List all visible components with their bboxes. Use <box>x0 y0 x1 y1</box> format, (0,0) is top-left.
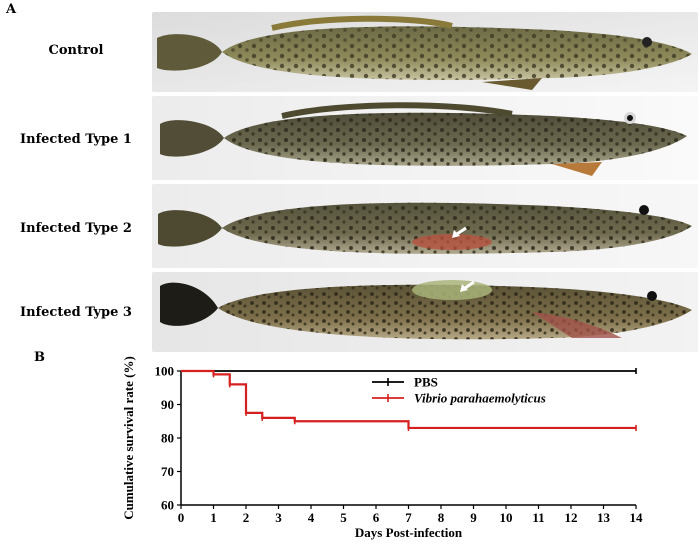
y-axis-title: Cumulative survival rate (%) <box>121 356 136 520</box>
legend-label-0: PBS <box>414 375 438 390</box>
y-tick-label: 60 <box>161 498 174 513</box>
series-line-1 <box>181 369 636 430</box>
y-tick-label: 100 <box>155 364 175 379</box>
row-label-infected-type-3: Infected Type 3 <box>20 305 132 320</box>
x-tick-label: 11 <box>532 510 544 525</box>
fish-photo-infected-type-2 <box>152 184 698 268</box>
legend-label-1: Vibrio parahaemolyticus <box>414 391 546 406</box>
x-tick-label: 1 <box>210 510 217 525</box>
x-tick-label: 2 <box>243 510 250 525</box>
y-tick-label: 90 <box>161 397 174 412</box>
x-tick-label: 0 <box>178 510 185 525</box>
x-tick-label: 7 <box>405 510 412 525</box>
x-tick-label: 13 <box>597 510 611 525</box>
fish-photo-infected-type-1 <box>152 96 698 180</box>
x-tick-label: 12 <box>565 510 578 525</box>
x-tick-label: 14 <box>630 510 644 525</box>
x-tick-label: 8 <box>438 510 445 525</box>
y-tick-label: 80 <box>161 431 174 446</box>
row-label-control: Control <box>48 43 104 58</box>
fish-photo-control <box>152 12 698 92</box>
row-label-infected-type-1: Infected Type 1 <box>20 132 132 147</box>
panel-b-letter: B <box>34 350 45 365</box>
x-tick-label: 5 <box>340 510 347 525</box>
fish-photo-infected-type-3 <box>152 272 698 352</box>
row-label-infected-type-2: Infected Type 2 <box>20 221 132 236</box>
x-tick-label: 9 <box>470 510 477 525</box>
chart-series <box>181 368 637 431</box>
panel-a-letter: A <box>6 2 17 17</box>
x-tick-label: 10 <box>500 510 513 525</box>
x-axis-title: Days Post-infection <box>355 525 463 540</box>
x-tick-label: 6 <box>373 510 380 525</box>
x-tick-label: 3 <box>275 510 282 525</box>
x-tick-label: 4 <box>308 510 315 525</box>
y-tick-label: 70 <box>161 464 174 479</box>
chart-axes <box>180 371 636 506</box>
